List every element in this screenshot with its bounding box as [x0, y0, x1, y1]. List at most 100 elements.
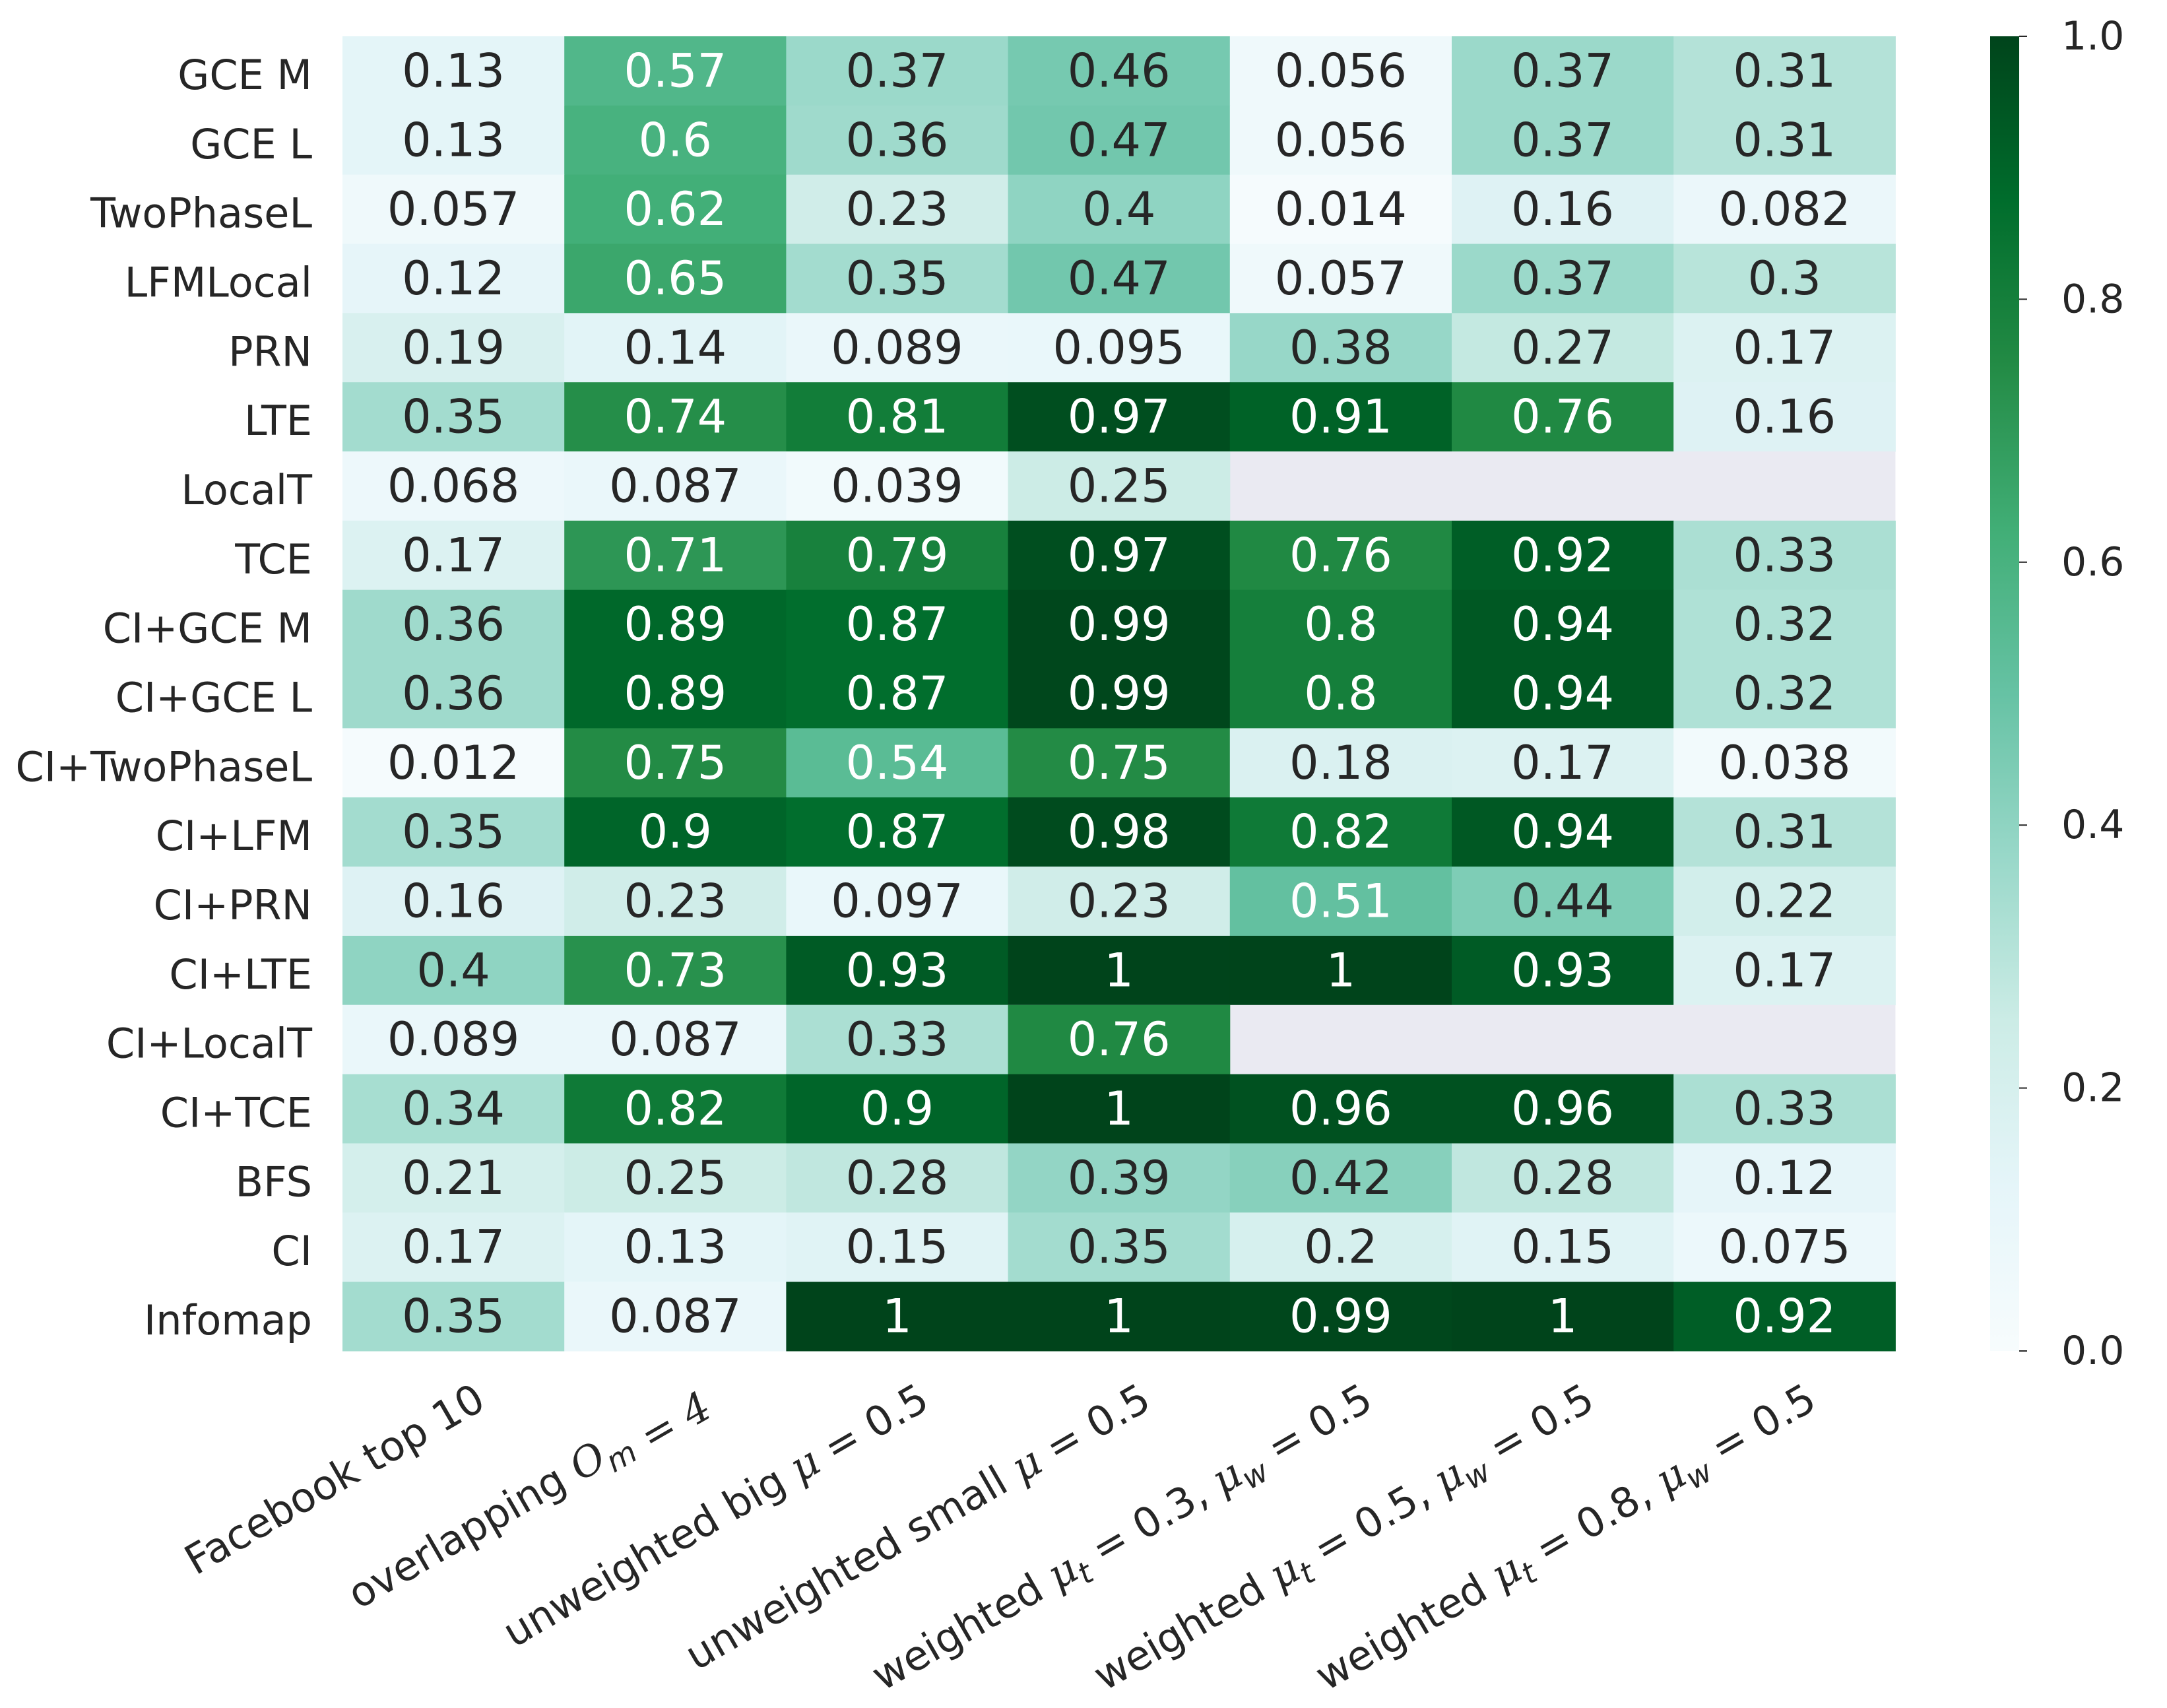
row-label-twophasel: TwoPhaseL — [90, 189, 312, 238]
colorbar: 0.0 0.2 0.4 0.6 0.8 1.0 — [1990, 13, 2124, 1374]
cell-label-ci-localt-col1: 0.089 — [387, 1012, 519, 1067]
row-label-ci: CI — [271, 1227, 312, 1275]
cell-label-ci-twophasel-col1: 0.012 — [387, 736, 519, 790]
cell-label-ci-lte-col3: 0.93 — [846, 943, 949, 997]
cell-infomap-col7 — [1673, 1282, 1896, 1352]
cell-label-infomap-col7: 0.92 — [1733, 1290, 1836, 1344]
cell-label-bfs-col6: 0.28 — [1511, 1151, 1614, 1205]
cell-label-localt-col4: 0.25 — [1068, 459, 1171, 513]
cell-tce-col2 — [564, 520, 787, 591]
row-label-tce: TCE — [234, 535, 312, 583]
cell-infomap-col6 — [1452, 1282, 1674, 1352]
cell-ci-localt-col4 — [1008, 1004, 1231, 1075]
cell-gce-l-col5 — [1229, 105, 1452, 176]
cell-ci-col2 — [564, 1212, 787, 1282]
cell-ci-tce-col7 — [1673, 1074, 1896, 1144]
cell-label-ci-prn-col2: 0.23 — [624, 874, 727, 929]
cell-label-ci-prn-col7: 0.22 — [1733, 874, 1836, 929]
cell-ci-gce-l-col1 — [342, 659, 565, 729]
colorbar-gradient — [1990, 36, 2019, 1351]
cell-label-ci-gce-l-col1: 0.36 — [402, 667, 505, 721]
cell-label-bfs-col1: 0.21 — [402, 1151, 505, 1205]
cell-label-infomap-col1: 0.35 — [402, 1290, 505, 1344]
row-label-ci-lfm: CI+LFM — [156, 812, 312, 860]
cell-ci-col7 — [1673, 1212, 1896, 1282]
cell-label-ci-lfm-col1: 0.35 — [402, 805, 505, 859]
column-label-2: overlapping Om = 4 — [339, 1374, 719, 1626]
cell-label-ci-gce-l-col2: 0.89 — [624, 667, 727, 721]
cell-infomap-col4 — [1008, 1282, 1231, 1352]
cell-label-ci-gce-l-col6: 0.94 — [1511, 667, 1614, 721]
cell-tce-col4 — [1008, 520, 1231, 591]
row-labels: GCE M GCE L TwoPhaseL LFMLocal PRN LTE LocalT T… — [16, 51, 313, 1344]
cell-prn-col3 — [786, 313, 1009, 383]
cell-ci-localt-col1 — [342, 1004, 565, 1075]
cell-label-ci-prn-col3: 0.097 — [831, 874, 963, 929]
cell-label-bfs-col5: 0.42 — [1289, 1151, 1392, 1205]
cell-label-ci-gce-m-col5: 0.8 — [1304, 597, 1377, 651]
cell-label-twophasel-col2: 0.62 — [624, 182, 727, 236]
cell-prn-col2 — [564, 313, 787, 383]
colorbar-tick-label-0-4: 0.4 — [2061, 802, 2124, 848]
cell-label-gce-l-col6: 0.37 — [1511, 113, 1614, 167]
cell-label-ci-gce-l-col7: 0.32 — [1733, 667, 1836, 721]
cell-label-tce-col3: 0.79 — [846, 528, 949, 582]
row-label-lfmlocal: LFMLocal — [125, 258, 312, 306]
cell-ci-tce-col5 — [1229, 1074, 1452, 1144]
cell-prn-col6 — [1452, 313, 1674, 383]
cell-label-tce-col5: 0.76 — [1289, 528, 1392, 582]
cell-label-twophasel-col7: 0.082 — [1718, 182, 1850, 236]
cell-label-ci-gce-m-col3: 0.87 — [846, 597, 949, 651]
cell-ci-tce-col4 — [1008, 1074, 1231, 1144]
cell-prn-col5 — [1229, 313, 1452, 383]
cell-gce-m-col5 — [1229, 36, 1452, 106]
row-label-ci-lte: CI+LTE — [169, 950, 312, 999]
cell-label-lfmlocal-col1: 0.12 — [402, 251, 505, 306]
cell-twophasel-col7 — [1673, 174, 1896, 245]
cell-label-ci-localt-col4: 0.76 — [1068, 1012, 1171, 1067]
cell-label-gce-m-col5: 0.056 — [1275, 44, 1407, 98]
cell-label-ci-lfm-col6: 0.94 — [1511, 805, 1614, 859]
cell-label-ci-col7: 0.075 — [1718, 1220, 1850, 1274]
cell-value-labels: 0.13 0.57 0.37 0.46 0.056 0.37 0.310.13 0.6 0.36… — [387, 44, 1851, 1343]
cell-lte-col5 — [1229, 382, 1452, 452]
row-label-ci-localt: CI+LocalT — [106, 1020, 313, 1068]
cell-label-infomap-col2: 0.087 — [609, 1290, 741, 1344]
cell-ci-prn-col3 — [786, 867, 1009, 936]
cell-lte-col1 — [342, 382, 565, 452]
cell-label-ci-lte-col4: 1 — [1104, 943, 1134, 997]
cell-label-ci-twophasel-col7: 0.038 — [1718, 736, 1850, 790]
cell-ci-gce-m-col6 — [1452, 589, 1674, 660]
cell-ci-gce-l-col6 — [1452, 659, 1674, 729]
cell-gce-l-col1 — [342, 105, 565, 176]
cell-label-prn-col7: 0.17 — [1733, 321, 1836, 375]
cell-bfs-col6 — [1452, 1143, 1674, 1213]
cell-label-ci-prn-col5: 0.51 — [1289, 874, 1392, 929]
cell-label-localt-col3: 0.039 — [831, 459, 963, 513]
cell-ci-gce-m-col3 — [786, 589, 1009, 660]
cell-ci-gce-m-col4 — [1008, 589, 1231, 660]
cell-gce-l-col3 — [786, 105, 1009, 176]
cell-ci-prn-col6 — [1452, 867, 1674, 936]
cell-label-bfs-col3: 0.28 — [846, 1151, 949, 1205]
cell-ci-localt-col3 — [786, 1004, 1009, 1075]
cell-lte-col6 — [1452, 382, 1674, 452]
cell-ci-twophasel-col4 — [1008, 728, 1231, 798]
cell-gce-l-col7 — [1673, 105, 1896, 176]
cell-lfmlocal-col2 — [564, 244, 787, 313]
cell-ci-tce-col2 — [564, 1074, 787, 1144]
cell-localt-col4 — [1008, 451, 1231, 521]
cell-ci-tce-col6 — [1452, 1074, 1674, 1144]
cell-gce-l-col2 — [564, 105, 787, 176]
cell-label-ci-lte-col7: 0.17 — [1733, 943, 1836, 997]
cell-label-lfmlocal-col7: 0.3 — [1748, 251, 1821, 306]
cell-lte-col3 — [786, 382, 1009, 452]
cell-label-tce-col4: 0.97 — [1068, 528, 1171, 582]
cell-label-ci-gce-m-col2: 0.89 — [624, 597, 727, 651]
cell-ci-gce-m-col5 — [1229, 589, 1452, 660]
cell-label-prn-col4: 0.095 — [1052, 321, 1184, 375]
cell-label-lfmlocal-col4: 0.47 — [1068, 251, 1171, 306]
cell-ci-gce-l-col5 — [1229, 659, 1452, 729]
cell-label-ci-tce-col2: 0.82 — [624, 1082, 727, 1136]
